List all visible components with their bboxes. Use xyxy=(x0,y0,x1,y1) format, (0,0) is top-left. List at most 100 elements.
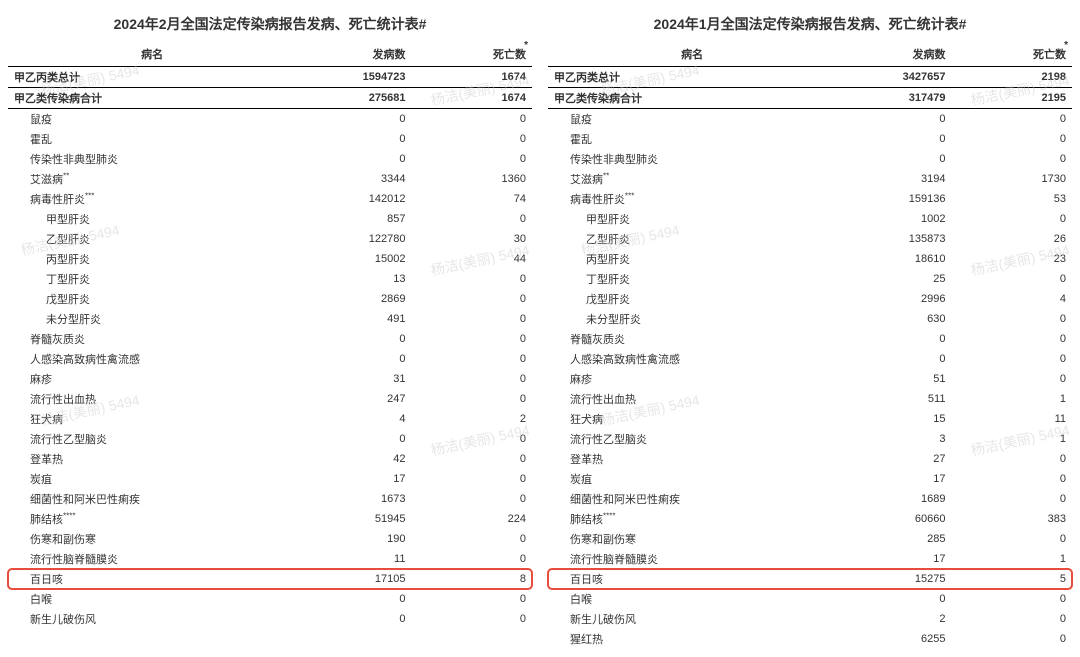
cell-cases: 15275 xyxy=(836,569,951,589)
cell-cases: 0 xyxy=(836,589,951,609)
table-row: 甲型肝炎10020 xyxy=(548,209,1072,229)
page-container: 2024年2月全国法定传染病报告发病、死亡统计表# 病名 发病数 * 死亡数 甲… xyxy=(8,8,1072,649)
cell-name: 流行性脑脊髓膜炎 xyxy=(8,549,296,569)
table-row: 新生儿破伤风20 xyxy=(548,609,1072,629)
footnote-mark: ** xyxy=(603,171,609,180)
table-row: 伤寒和副伤寒2850 xyxy=(548,529,1072,549)
table-row: 百日咳171058 xyxy=(8,569,532,589)
cell-deaths: 1 xyxy=(951,389,1072,409)
table-row: 肺结核****60660383 xyxy=(548,509,1072,529)
cell-cases: 159136 xyxy=(836,189,951,209)
header-row: 病名 发病数 * 死亡数 xyxy=(8,42,532,67)
cell-cases: 27 xyxy=(836,449,951,469)
data-table: 病名 发病数 * 死亡数 甲乙丙类总计15947231674甲乙类传染病合计27… xyxy=(8,42,532,629)
cell-name: 戊型肝炎 xyxy=(8,289,296,309)
table-panel-jan: 2024年1月全国法定传染病报告发病、死亡统计表# 病名 发病数 * 死亡数 甲… xyxy=(548,8,1072,649)
cell-deaths: 1674 xyxy=(411,67,532,88)
cell-cases: 0 xyxy=(836,109,951,130)
cell-deaths: 53 xyxy=(951,189,1072,209)
table-row: 新生儿破伤风00 xyxy=(8,609,532,629)
footnote-mark: **** xyxy=(603,511,615,520)
cell-name: 细菌性和阿米巴性痢疾 xyxy=(8,489,296,509)
cell-name: 流行性乙型脑炎 xyxy=(8,429,296,449)
table-row: 猩红热62550 xyxy=(548,629,1072,649)
cell-name: 肺结核**** xyxy=(8,509,296,529)
table-row: 甲乙类传染病合计3174792195 xyxy=(548,88,1072,109)
cell-deaths: 0 xyxy=(411,149,532,169)
table-row: 甲乙丙类总计15947231674 xyxy=(8,67,532,88)
col-cases: 发病数 xyxy=(296,42,411,67)
cell-name: 甲乙类传染病合计 xyxy=(548,88,836,109)
cell-deaths: 5 xyxy=(951,569,1072,589)
cell-name: 伤寒和副伤寒 xyxy=(548,529,836,549)
cell-deaths: 0 xyxy=(951,589,1072,609)
cell-name: 戊型肝炎 xyxy=(548,289,836,309)
cell-deaths: 0 xyxy=(951,609,1072,629)
table-row: 肺结核****51945224 xyxy=(8,509,532,529)
cell-cases: 1594723 xyxy=(296,67,411,88)
cell-deaths: 1360 xyxy=(411,169,532,189)
table-row: 未分型肝炎6300 xyxy=(548,309,1072,329)
cell-cases: 0 xyxy=(296,129,411,149)
cell-cases: 285 xyxy=(836,529,951,549)
cell-name: 流行性出血热 xyxy=(548,389,836,409)
table-row: 乙型肝炎12278030 xyxy=(8,229,532,249)
table-row: 麻疹510 xyxy=(548,369,1072,389)
cell-cases: 2 xyxy=(836,609,951,629)
cell-deaths: 224 xyxy=(411,509,532,529)
data-table: 病名 发病数 * 死亡数 甲乙丙类总计34276572198甲乙类传染病合计31… xyxy=(548,42,1072,649)
cell-cases: 17 xyxy=(296,469,411,489)
cell-name: 未分型肝炎 xyxy=(8,309,296,329)
cell-deaths: 1730 xyxy=(951,169,1072,189)
table-row: 狂犬病42 xyxy=(8,409,532,429)
asterisk-icon: * xyxy=(1064,40,1068,51)
table-row: 炭疽170 xyxy=(548,469,1072,489)
table-row: 未分型肝炎4910 xyxy=(8,309,532,329)
cell-deaths: 44 xyxy=(411,249,532,269)
cell-deaths: 383 xyxy=(951,509,1072,529)
cell-deaths: 0 xyxy=(411,289,532,309)
cell-name: 甲乙丙类总计 xyxy=(548,67,836,88)
table-row: 脊髓灰质炎00 xyxy=(548,329,1072,349)
cell-deaths: 0 xyxy=(411,309,532,329)
cell-name: 白喉 xyxy=(548,589,836,609)
cell-name: 新生儿破伤风 xyxy=(8,609,296,629)
footnote-mark: ** xyxy=(63,171,69,180)
cell-name: 伤寒和副伤寒 xyxy=(8,529,296,549)
table-row: 流行性出血热5111 xyxy=(548,389,1072,409)
cell-cases: 3 xyxy=(836,429,951,449)
table-body: 甲乙丙类总计34276572198甲乙类传染病合计3174792195鼠疫00霍… xyxy=(548,67,1072,650)
cell-name: 丙型肝炎 xyxy=(8,249,296,269)
cell-cases: 0 xyxy=(296,109,411,130)
cell-deaths: 0 xyxy=(411,429,532,449)
cell-cases: 25 xyxy=(836,269,951,289)
cell-name: 人感染高致病性禽流感 xyxy=(8,349,296,369)
cell-name: 猩红热 xyxy=(548,629,836,649)
cell-name: 丁型肝炎 xyxy=(548,269,836,289)
cell-deaths: 0 xyxy=(411,489,532,509)
cell-deaths: 0 xyxy=(951,149,1072,169)
table-row: 甲型肝炎8570 xyxy=(8,209,532,229)
cell-cases: 17 xyxy=(836,469,951,489)
table-row: 传染性非典型肺炎00 xyxy=(548,149,1072,169)
table-row: 白喉00 xyxy=(8,589,532,609)
cell-deaths: 0 xyxy=(411,589,532,609)
table-row: 脊髓灰质炎00 xyxy=(8,329,532,349)
cell-name: 新生儿破伤风 xyxy=(548,609,836,629)
cell-cases: 1002 xyxy=(836,209,951,229)
table-title: 2024年1月全国法定传染病报告发病、死亡统计表# xyxy=(548,8,1072,42)
cell-deaths: 0 xyxy=(411,549,532,569)
col-name: 病名 xyxy=(8,42,296,67)
cell-cases: 0 xyxy=(836,129,951,149)
cell-deaths: 0 xyxy=(951,329,1072,349)
cell-cases: 0 xyxy=(296,329,411,349)
table-row: 病毒性肝炎***14201274 xyxy=(8,189,532,209)
table-row: 登革热270 xyxy=(548,449,1072,469)
cell-name: 百日咳 xyxy=(8,569,296,589)
cell-deaths: 0 xyxy=(411,449,532,469)
cell-deaths: 2198 xyxy=(951,67,1072,88)
cell-name: 乙型肝炎 xyxy=(8,229,296,249)
cell-deaths: 0 xyxy=(411,389,532,409)
table-row: 细菌性和阿米巴性痢疾16890 xyxy=(548,489,1072,509)
table-row: 甲乙类传染病合计2756811674 xyxy=(8,88,532,109)
